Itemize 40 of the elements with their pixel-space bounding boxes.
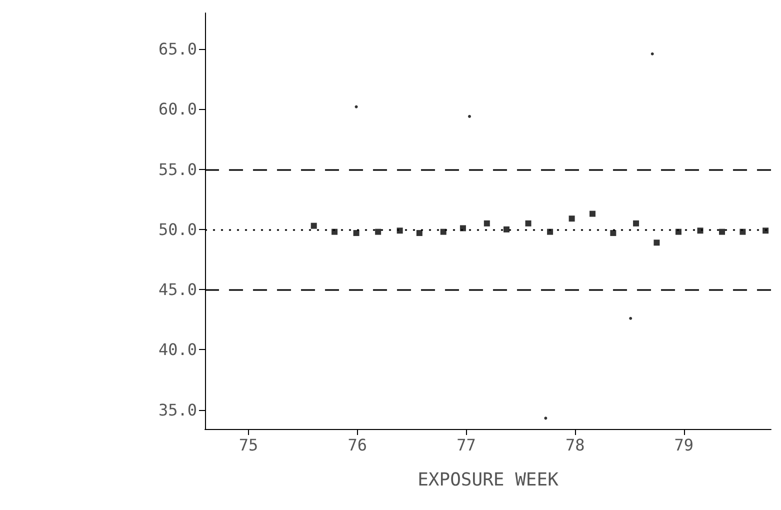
point — [396, 228, 403, 234]
point — [440, 228, 446, 235]
y-tick-label: 45.0 — [158, 280, 197, 300]
point — [654, 240, 660, 246]
point — [484, 220, 490, 226]
point — [332, 228, 338, 235]
point — [354, 105, 358, 108]
point — [310, 222, 317, 229]
x-tick-label: 79 — [674, 436, 694, 454]
point — [762, 228, 769, 234]
x-tick-label: 77 — [456, 436, 476, 454]
y-tick-label: 60.0 — [158, 100, 197, 119]
point — [697, 228, 704, 234]
point — [568, 216, 575, 222]
y-tick-label: 65.0 — [158, 40, 197, 59]
point — [589, 210, 596, 217]
point — [740, 228, 746, 235]
point — [719, 228, 726, 235]
point — [375, 228, 382, 235]
point — [629, 316, 632, 320]
point — [650, 52, 654, 56]
y-tick-label: 40.0 — [158, 340, 197, 360]
x-tick-label: 78 — [565, 436, 585, 454]
point — [416, 230, 422, 236]
point — [468, 114, 471, 118]
y-tick-label: 35.0 — [158, 400, 197, 420]
x-tick-label: 76 — [348, 436, 368, 454]
point — [504, 226, 510, 232]
x-tick-label: 75 — [238, 436, 258, 454]
point — [675, 228, 682, 235]
point — [633, 220, 640, 226]
x-axis-title: EXPOSURE WEEK — [418, 470, 559, 490]
point — [610, 230, 616, 236]
point — [544, 416, 548, 420]
y-tick-label: 50.0 — [158, 220, 197, 239]
point — [547, 228, 554, 235]
point — [460, 225, 466, 232]
point — [525, 220, 532, 226]
y-tick-label: 55.0 — [158, 160, 197, 179]
point — [353, 230, 360, 236]
